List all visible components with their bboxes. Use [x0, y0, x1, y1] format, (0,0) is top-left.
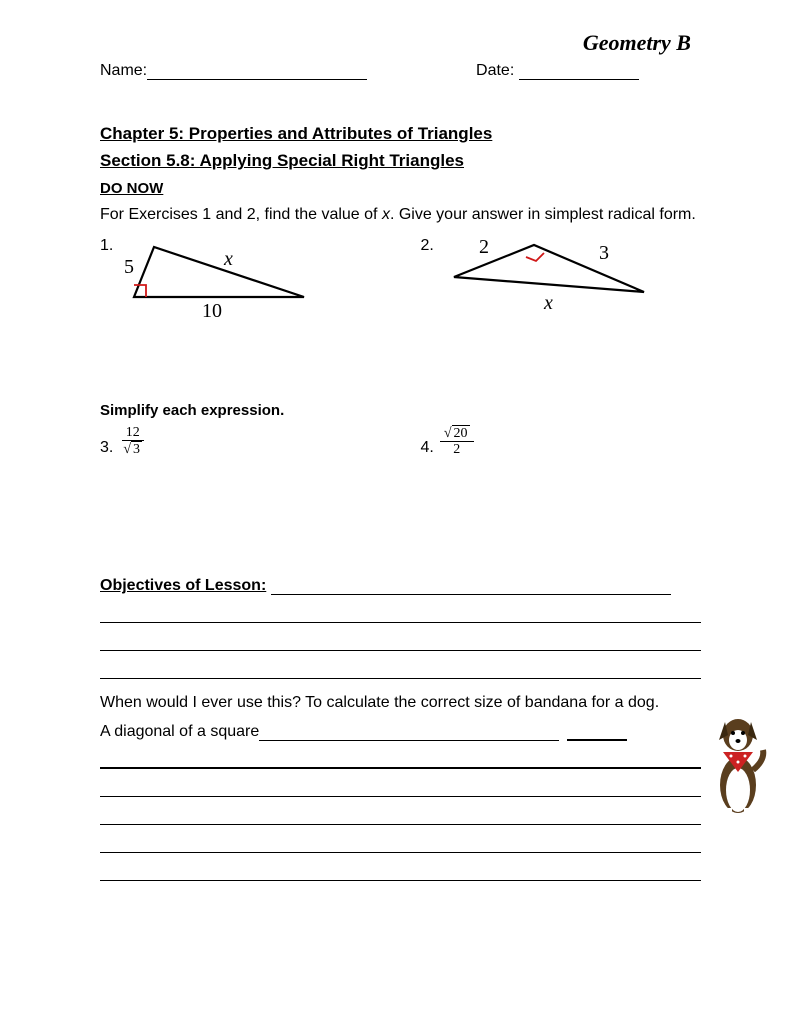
instructions-part1: For Exercises 1 and 2, find the value of [100, 206, 382, 223]
p1-hyp-label: x [223, 248, 233, 270]
p2-right-label: 3 [599, 242, 609, 264]
instructions-part2: . Give your answer in simplest radical f… [390, 206, 696, 223]
simplify-4-num: 4. [421, 439, 434, 457]
use-text: When would I ever use this? To calculate… [100, 689, 701, 716]
objectives-block: Objectives of Lesson: [100, 577, 701, 595]
do-now-label: DO NOW [100, 180, 701, 197]
date-label: Date: [476, 62, 514, 79]
blank-line-6[interactable] [100, 805, 701, 825]
s3-num: 12 [122, 425, 144, 441]
simplify-title: Simplify each expression. [100, 402, 701, 419]
s4-num: 20 [440, 425, 474, 442]
name-date-row: Name: Date: [100, 62, 701, 80]
blank-line-7[interactable] [100, 833, 701, 853]
s4-den: 2 [449, 442, 464, 457]
blank-line-8[interactable] [100, 861, 701, 881]
chapter-title: Chapter 5: Properties and Attributes of … [100, 120, 701, 147]
s3-den: 3 [119, 441, 146, 457]
objectives-label: Objectives of Lesson: [100, 577, 266, 594]
problem-1-num: 1. [100, 237, 113, 255]
p2-base-label: x [543, 292, 553, 314]
diagonal-line: A diagonal of a square [100, 723, 701, 741]
simplify-3: 3. 12 3 [100, 425, 381, 458]
blank-line-5[interactable] [100, 777, 701, 797]
simplify-4-frac: 20 2 [440, 425, 474, 458]
diagonal-text: A diagonal of a square [100, 723, 259, 740]
problem-2-num: 2. [421, 237, 434, 255]
simplify-4: 4. 20 2 [421, 425, 702, 458]
triangle-1: x 5 10 [124, 237, 324, 322]
simplify-row: 3. 12 3 4. 20 2 [100, 425, 701, 458]
instructions: For Exercises 1 and 2, find the value of… [100, 201, 701, 228]
date-blank[interactable] [519, 79, 639, 80]
problems-row: 1. x 5 10 2. 2 3 x [100, 237, 701, 322]
dog-image [703, 700, 773, 820]
triangle-2: 2 3 x [444, 237, 659, 322]
blank-line-2[interactable] [100, 631, 701, 651]
instructions-x: x [382, 206, 390, 223]
name-blank[interactable] [147, 79, 367, 80]
simplify-3-frac: 12 3 [119, 425, 146, 458]
diagonal-blank-2[interactable] [567, 739, 627, 741]
objectives-blank-inline[interactable] [271, 594, 671, 595]
blank-line-1[interactable] [100, 603, 701, 623]
triangle-2-svg: 2 3 x [444, 237, 659, 317]
p2-left-label: 2 [479, 237, 489, 258]
p1-left-label: 5 [124, 256, 134, 278]
diagonal-blank[interactable] [259, 740, 559, 741]
problem-2: 2. 2 3 x [421, 237, 702, 322]
section-title: Section 5.8: Applying Special Right Tria… [100, 147, 701, 174]
problem-1: 1. x 5 10 [100, 237, 381, 322]
blank-line-4[interactable] [100, 749, 701, 769]
triangle-1-svg: x 5 10 [124, 237, 324, 317]
blank-line-3[interactable] [100, 659, 701, 679]
p1-base-label: 10 [202, 300, 222, 317]
course-header: Geometry B [100, 30, 701, 56]
name-label: Name: [100, 62, 147, 79]
simplify-3-num: 3. [100, 439, 113, 457]
